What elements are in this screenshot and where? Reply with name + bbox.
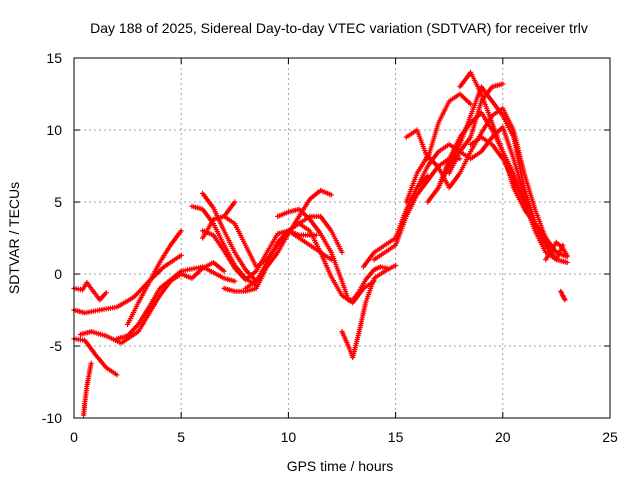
series-arc-28 bbox=[468, 134, 549, 241]
series-arc-16 bbox=[275, 206, 390, 303]
data-point-markers bbox=[114, 264, 238, 342]
axis-ticks: 0 5 10 15 20 25 -10 -5 0 5 10 15 bbox=[42, 50, 618, 445]
x-tick-label: 5 bbox=[177, 429, 185, 445]
data-point-markers bbox=[90, 288, 109, 303]
data-point-markers bbox=[558, 288, 568, 303]
x-tick-label: 25 bbox=[602, 429, 618, 445]
y-axis-label: SDTVAR / TECUs bbox=[6, 182, 22, 294]
y-tick-label: -5 bbox=[50, 338, 63, 354]
y-tick-label: -10 bbox=[42, 410, 62, 426]
series-arc-2 bbox=[90, 288, 109, 303]
data-point-markers bbox=[296, 213, 345, 255]
series-arc-4 bbox=[71, 336, 120, 378]
series-arc-17 bbox=[296, 213, 345, 255]
data-series bbox=[71, 69, 570, 418]
data-point-markers bbox=[200, 190, 259, 284]
plot-frame bbox=[73, 57, 611, 419]
data-point-markers bbox=[446, 81, 506, 176]
y-tick-label: 0 bbox=[54, 266, 62, 282]
data-point-markers bbox=[371, 156, 463, 263]
series-arc-18 bbox=[339, 262, 399, 361]
series-arc-29 bbox=[543, 239, 570, 263]
data-point-markers bbox=[221, 187, 334, 294]
series-arc-5 bbox=[81, 360, 94, 418]
data-point-markers bbox=[81, 360, 94, 418]
data-point-markers bbox=[71, 336, 120, 378]
y-tick-label: 15 bbox=[46, 50, 62, 66]
series-arc-10 bbox=[189, 203, 259, 289]
data-point-markers bbox=[468, 134, 549, 241]
data-point-markers bbox=[457, 69, 566, 263]
x-tick-label: 15 bbox=[388, 429, 404, 445]
series-arc-8 bbox=[125, 228, 184, 327]
y-tick-label: 5 bbox=[54, 194, 62, 210]
data-point-markers bbox=[543, 239, 570, 263]
x-tick-label: 0 bbox=[70, 429, 78, 445]
x-tick-label: 20 bbox=[495, 429, 511, 445]
series-arc-20 bbox=[371, 156, 463, 263]
data-point-markers bbox=[200, 199, 238, 241]
series-arc-14 bbox=[200, 199, 238, 241]
series-arc-26 bbox=[446, 81, 506, 176]
series-arc-22 bbox=[403, 91, 474, 162]
data-point-markers bbox=[360, 173, 431, 270]
grid bbox=[74, 58, 610, 418]
data-point-markers bbox=[189, 203, 259, 289]
data-point-markers bbox=[339, 262, 399, 361]
series-arc-30 bbox=[558, 288, 568, 303]
series-arc-27 bbox=[457, 69, 566, 263]
data-point-markers bbox=[403, 91, 474, 162]
series-arc-13 bbox=[221, 187, 334, 294]
data-point-markers bbox=[275, 206, 390, 303]
chart-title: Day 188 of 2025, Sidereal Day-to-day VTE… bbox=[90, 20, 588, 36]
series-arc-11 bbox=[200, 190, 259, 284]
y-tick-label: 10 bbox=[46, 122, 62, 138]
data-point-markers bbox=[125, 228, 184, 327]
x-tick-label: 10 bbox=[281, 429, 297, 445]
x-axis-label: GPS time / hours bbox=[287, 458, 394, 474]
series-arc-7 bbox=[114, 264, 238, 342]
